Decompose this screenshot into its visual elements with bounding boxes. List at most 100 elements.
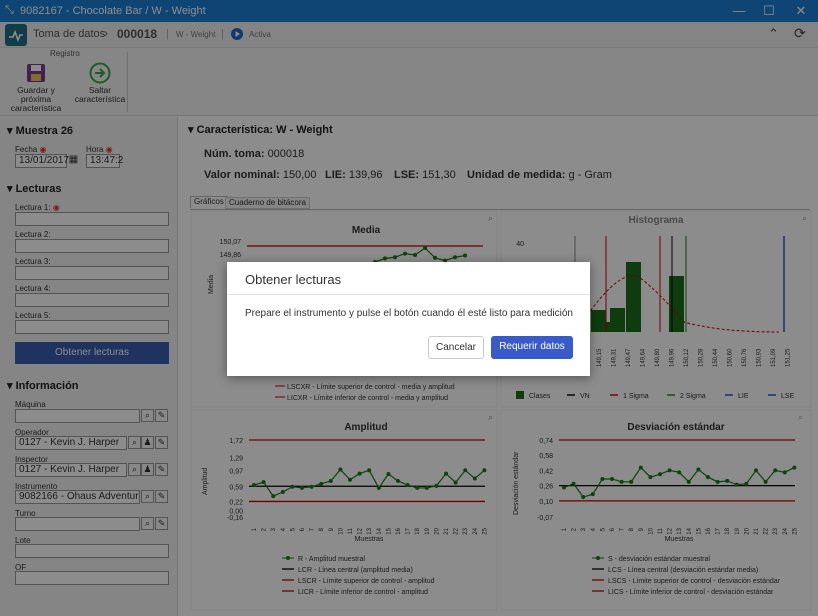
reading-1-input[interactable] xyxy=(15,212,169,226)
reading-2-label: Lectura 2: xyxy=(15,230,51,239)
data-point xyxy=(357,471,362,476)
x-tick-label: 10 xyxy=(338,527,344,534)
toma-value: 000018 xyxy=(267,148,305,160)
user-icon[interactable]: ♟ xyxy=(141,436,154,449)
instrument-field[interactable]: 9082166 - Ohaus Adventurer xyxy=(15,490,140,504)
x-tick-label: 149,96 xyxy=(670,348,676,367)
skip-button[interactable]: Saltar característica xyxy=(68,62,132,112)
readings-section-title[interactable]: ▾ Lecturas xyxy=(7,183,62,195)
reading-1-label: Lectura 1: ◉ xyxy=(15,203,60,212)
edit-icon[interactable]: ✎ xyxy=(155,409,168,422)
calendar-icon[interactable]: ▦ xyxy=(68,154,79,165)
edit-icon[interactable]: ✎ xyxy=(155,463,168,476)
date-label-text: Fecha xyxy=(15,145,38,154)
x-tick-label: 17 xyxy=(406,527,412,534)
edit-icon[interactable]: ✎ xyxy=(155,436,168,449)
minimize-icon[interactable]: — xyxy=(732,3,746,18)
info-section-title[interactable]: ▾ Información xyxy=(7,380,79,392)
data-point xyxy=(383,256,387,261)
app-icon: ⤡ xyxy=(5,4,14,16)
histogram-bar xyxy=(600,322,615,332)
sample-section-title[interactable]: ▾ Muestra 26 xyxy=(7,125,74,137)
tab-underline xyxy=(190,209,810,210)
data-point xyxy=(271,494,276,499)
data-point xyxy=(472,476,477,481)
x-tick-label: 2 xyxy=(262,527,268,531)
date-field[interactable]: 13/01/2017 xyxy=(15,154,69,168)
y-axis-label: Amplitud xyxy=(202,468,209,495)
legend-entry: LSE xyxy=(781,393,795,400)
machine-field[interactable] xyxy=(15,409,140,423)
request-data-button[interactable]: Requerir datos xyxy=(491,336,573,359)
reading-2-input[interactable] xyxy=(15,239,169,253)
close-icon[interactable]: ✕ xyxy=(795,3,807,18)
y-tick-label: 1,72 xyxy=(229,438,243,445)
x-tick-label: 24 xyxy=(783,527,789,534)
refresh-icon[interactable]: ⟳ xyxy=(794,25,806,41)
data-point xyxy=(734,482,739,487)
data-point xyxy=(696,467,701,472)
data-point xyxy=(393,255,397,260)
data-point xyxy=(610,476,614,481)
reading-5-label: Lectura 5: xyxy=(15,311,51,320)
x-tick-label: 150,76 xyxy=(742,348,748,367)
legend-swatch xyxy=(596,556,600,560)
shift-field[interactable] xyxy=(15,517,140,531)
y-tick-label: 0,26 xyxy=(539,484,553,491)
search-icon[interactable]: ⌕ xyxy=(141,490,154,503)
user-icon[interactable]: ♟ xyxy=(141,463,154,476)
data-point xyxy=(744,481,749,486)
edit-icon[interactable]: ✎ xyxy=(155,517,168,530)
legend-entry: LICR - Límite inferior de control - ampl… xyxy=(298,589,428,596)
collapse-up-icon[interactable]: ⌃ xyxy=(768,26,779,41)
data-point xyxy=(396,478,400,483)
operator-field[interactable]: 0127 - Kevin J. Harper xyxy=(15,436,127,450)
lie-value: 139,96 xyxy=(348,169,383,181)
zoom-icon: ⌕ xyxy=(798,412,803,422)
reading-3-input[interactable] xyxy=(15,266,169,280)
maximize-icon[interactable]: ☐ xyxy=(763,3,775,18)
of-field[interactable] xyxy=(15,571,169,585)
of-label: OF xyxy=(15,563,27,572)
normal-curve xyxy=(578,275,780,333)
x-tick-label: 8 xyxy=(629,527,635,531)
date-label: Fecha ◉ xyxy=(15,145,46,154)
characteristic-section-title[interactable]: ▾ Característica: W - Weight xyxy=(188,124,333,136)
cancel-button[interactable]: Cancelar xyxy=(428,336,484,359)
chart-title: Desviación estándar xyxy=(627,422,724,433)
x-tick-label: 22 xyxy=(764,527,770,534)
breadcrumb-root[interactable]: Toma de datos xyxy=(33,28,106,40)
time-field[interactable]: 13:47:2 xyxy=(86,154,123,168)
search-icon[interactable]: ⌕ xyxy=(141,409,154,422)
data-point xyxy=(715,479,720,484)
data-point xyxy=(319,481,324,486)
data-point xyxy=(667,468,672,473)
x-tick-label: 8 xyxy=(319,527,325,531)
y-tick-label: 0,00 xyxy=(229,508,243,515)
left-panel: ▾ Muestra 26 Fecha ◉ 13/01/2017 ▦ Hora ◉… xyxy=(0,117,178,616)
search-icon[interactable]: ⌕ xyxy=(141,517,154,530)
reading-5-input[interactable] xyxy=(15,320,169,334)
legend-entry: 1 Sigma xyxy=(623,393,649,400)
lse-value: 151,30 xyxy=(422,169,456,181)
x-tick-label: 149,15 xyxy=(597,348,603,367)
edit-icon[interactable]: ✎ xyxy=(155,490,168,503)
lot-field[interactable] xyxy=(15,544,169,558)
data-point xyxy=(677,470,682,475)
data-point xyxy=(348,477,352,482)
search-icon[interactable]: ⌕ xyxy=(128,463,141,476)
search-icon[interactable]: ⌕ xyxy=(128,436,141,449)
dialog-divider xyxy=(227,294,590,295)
x-tick-label: 150,28 xyxy=(699,348,705,367)
y-tick-label: 0,42 xyxy=(539,468,553,475)
data-point xyxy=(453,480,458,485)
data-point xyxy=(658,472,662,477)
get-readings-button[interactable]: Obtener lecturas xyxy=(15,342,169,364)
required-icon: ◉ xyxy=(105,145,113,154)
save-next-button[interactable]: Guardar y próxima característica xyxy=(4,62,68,113)
reading-4-input[interactable] xyxy=(15,293,169,307)
inspector-field[interactable]: 0127 - Kevin J. Harper xyxy=(15,463,127,477)
x-tick-label: 5 xyxy=(600,527,606,531)
tab-logbook[interactable]: Cuaderno de bitácora xyxy=(225,197,310,209)
x-tick-label: 22 xyxy=(454,527,460,534)
